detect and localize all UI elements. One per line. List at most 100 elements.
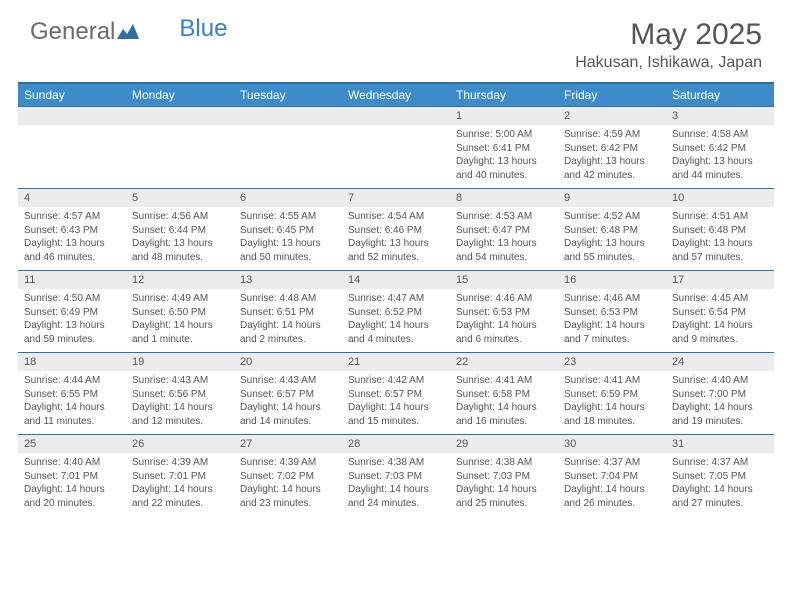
info-line: Daylight: 14 hours [348, 319, 444, 333]
info-line: Sunset: 6:53 PM [564, 306, 660, 320]
day-number: 23 [558, 353, 666, 371]
day-info: Sunrise: 4:43 AMSunset: 6:57 PMDaylight:… [234, 371, 342, 434]
day-info: Sunrise: 4:38 AMSunset: 7:03 PMDaylight:… [342, 453, 450, 516]
info-line: Daylight: 13 hours [456, 155, 552, 169]
info-line: Sunrise: 4:54 AM [348, 210, 444, 224]
info-line: Sunrise: 4:59 AM [564, 128, 660, 142]
info-line: Daylight: 14 hours [348, 401, 444, 415]
day-header-row: Sunday Monday Tuesday Wednesday Thursday… [18, 84, 774, 106]
day-cell [342, 107, 450, 188]
info-line: and 24 minutes. [348, 497, 444, 511]
day-cell: 15Sunrise: 4:46 AMSunset: 6:53 PMDayligh… [450, 271, 558, 352]
day-cell: 23Sunrise: 4:41 AMSunset: 6:59 PMDayligh… [558, 353, 666, 434]
info-line: and 20 minutes. [24, 497, 120, 511]
info-line: and 52 minutes. [348, 251, 444, 265]
info-line: Daylight: 14 hours [672, 401, 768, 415]
info-line: and 1 minute. [132, 333, 228, 347]
info-line: and 16 minutes. [456, 415, 552, 429]
info-line: Sunset: 7:00 PM [672, 388, 768, 402]
day-info: Sunrise: 4:39 AMSunset: 7:01 PMDaylight:… [126, 453, 234, 516]
week-row: 11Sunrise: 4:50 AMSunset: 6:49 PMDayligh… [18, 270, 774, 352]
day-info: Sunrise: 4:41 AMSunset: 6:59 PMDaylight:… [558, 371, 666, 434]
day-cell: 5Sunrise: 4:56 AMSunset: 6:44 PMDaylight… [126, 189, 234, 270]
info-line: and 14 minutes. [240, 415, 336, 429]
day-info: Sunrise: 4:58 AMSunset: 6:42 PMDaylight:… [666, 125, 774, 188]
day-number: 1 [450, 107, 558, 125]
info-line: Daylight: 14 hours [240, 319, 336, 333]
day-cell: 9Sunrise: 4:52 AMSunset: 6:48 PMDaylight… [558, 189, 666, 270]
info-line: Sunset: 6:46 PM [348, 224, 444, 238]
day-cell: 24 Sunrise: 4:40 AMSunset: 7:00 PMDayligh… [666, 353, 774, 434]
info-line: and 27 minutes. [672, 497, 768, 511]
day-info: Sunrise: 4:38 AMSunset: 7:03 PMDaylight:… [450, 453, 558, 516]
day-info: Sunrise: 4:44 AMSunset: 6:55 PMDaylight:… [18, 371, 126, 434]
day-cell: 8Sunrise: 4:53 AMSunset: 6:47 PMDaylight… [450, 189, 558, 270]
day-number: 7 [342, 189, 450, 207]
col-monday: Monday [126, 84, 234, 106]
info-line: Sunrise: 4:43 AM [132, 374, 228, 388]
day-info: Sunrise: 4:48 AMSunset: 6:51 PMDaylight:… [234, 289, 342, 352]
info-line: Sunset: 6:55 PM [24, 388, 120, 402]
day-info: Sunrise: 4:46 AMSunset: 6:53 PMDaylight:… [450, 289, 558, 352]
info-line: Sunset: 6:48 PM [672, 224, 768, 238]
info-line: Daylight: 14 hours [132, 401, 228, 415]
day-cell [234, 107, 342, 188]
week-row: 1Sunrise: 5:00 AMSunset: 6:41 PMDaylight… [18, 106, 774, 188]
day-number [18, 107, 126, 125]
info-line: Daylight: 13 hours [24, 237, 120, 251]
info-line: Daylight: 14 hours [672, 319, 768, 333]
info-line: Daylight: 14 hours [564, 401, 660, 415]
day-number: 24 [666, 353, 774, 371]
info-line: Sunset: 6:52 PM [348, 306, 444, 320]
day-cell: 31Sunrise: 4:37 AMSunset: 7:05 PMDayligh… [666, 435, 774, 516]
info-line: and 42 minutes. [564, 169, 660, 183]
calendar: Sunday Monday Tuesday Wednesday Thursday… [18, 82, 774, 516]
info-line: and 6 minutes. [456, 333, 552, 347]
info-line: Daylight: 14 hours [132, 483, 228, 497]
info-line: Sunset: 7:02 PM [240, 470, 336, 484]
col-wednesday: Wednesday [342, 84, 450, 106]
day-cell: 29Sunrise: 4:38 AMSunset: 7:03 PMDayligh… [450, 435, 558, 516]
day-number: 26 [126, 435, 234, 453]
day-info: Sunrise: 4:45 AMSunset: 6:54 PMDaylight:… [666, 289, 774, 352]
info-line: Daylight: 13 hours [132, 237, 228, 251]
info-line: and 18 minutes. [564, 415, 660, 429]
info-line: Sunset: 6:57 PM [240, 388, 336, 402]
info-line: Daylight: 14 hours [456, 319, 552, 333]
day-cell: 10Sunrise: 4:51 AMSunset: 6:48 PMDayligh… [666, 189, 774, 270]
day-cell: 14Sunrise: 4:47 AMSunset: 6:52 PMDayligh… [342, 271, 450, 352]
day-number: 9 [558, 189, 666, 207]
day-number: 11 [18, 271, 126, 289]
info-line: Sunrise: 4:51 AM [672, 210, 768, 224]
day-info: Sunrise: 4:51 AMSunset: 6:48 PMDaylight:… [666, 207, 774, 270]
day-number: 18 [18, 353, 126, 371]
info-line: Sunset: 6:57 PM [348, 388, 444, 402]
day-info: Sunrise: 4:42 AMSunset: 6:57 PMDaylight:… [342, 371, 450, 434]
day-number: 31 [666, 435, 774, 453]
info-line: Daylight: 14 hours [24, 401, 120, 415]
info-line: Sunrise: 4:39 AM [240, 456, 336, 470]
day-number [342, 107, 450, 125]
info-line: Sunset: 6:54 PM [672, 306, 768, 320]
day-number: 8 [450, 189, 558, 207]
info-line: Sunrise: 4:49 AM [132, 292, 228, 306]
day-info: Sunrise: 4:46 AMSunset: 6:53 PMDaylight:… [558, 289, 666, 352]
info-line: Daylight: 13 hours [672, 237, 768, 251]
day-number: 19 [126, 353, 234, 371]
info-line: and 2 minutes. [240, 333, 336, 347]
info-line: Sunset: 6:44 PM [132, 224, 228, 238]
info-line: and 40 minutes. [456, 169, 552, 183]
info-line: Sunrise: 4:52 AM [564, 210, 660, 224]
col-sunday: Sunday [18, 84, 126, 106]
info-line: Sunset: 6:51 PM [240, 306, 336, 320]
day-cell: 11Sunrise: 4:50 AMSunset: 6:49 PMDayligh… [18, 271, 126, 352]
info-line: and 7 minutes. [564, 333, 660, 347]
day-cell: 26Sunrise: 4:39 AMSunset: 7:01 PMDayligh… [126, 435, 234, 516]
info-line: Sunset: 6:41 PM [456, 142, 552, 156]
info-line: and 15 minutes. [348, 415, 444, 429]
day-info: Sunrise: 4:49 AMSunset: 6:50 PMDaylight:… [126, 289, 234, 352]
info-line: and 50 minutes. [240, 251, 336, 265]
col-thursday: Thursday [450, 84, 558, 106]
info-line: Sunrise: 4:40 AM [672, 374, 768, 388]
info-line: Sunrise: 4:55 AM [240, 210, 336, 224]
